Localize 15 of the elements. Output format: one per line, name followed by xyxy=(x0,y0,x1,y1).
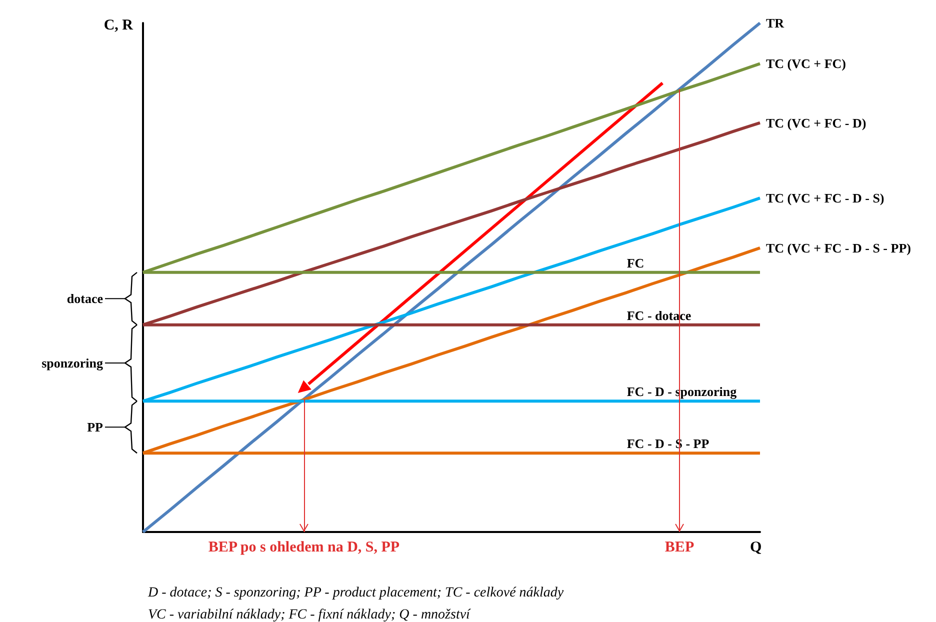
text: dotace xyxy=(66,291,104,306)
series-label: FC xyxy=(626,255,644,270)
text: BEP po s ohledem na D, S, PP xyxy=(208,540,400,556)
text: D - dotace; S - sponzoring; PP - product placement; TC - celkové náklady xyxy=(147,586,564,600)
text: BEP xyxy=(664,540,694,556)
series-label: TC (VC + FC - D - S - PP) xyxy=(766,240,911,256)
text: VC - variabilní náklady; FC - fixní náklady; Q - množství xyxy=(148,608,472,622)
text: sponzoring xyxy=(42,356,104,371)
series-label: TC (VC + FC - D) xyxy=(766,115,866,130)
series-label: TC (VC + FC - D - S) xyxy=(766,190,884,206)
text: PP xyxy=(87,420,104,435)
x-axis-title: Q xyxy=(750,540,762,556)
series-label: TC (VC + FC) xyxy=(766,56,846,72)
series-label: TR xyxy=(766,16,785,30)
y-axis-title: C, R xyxy=(104,18,134,34)
